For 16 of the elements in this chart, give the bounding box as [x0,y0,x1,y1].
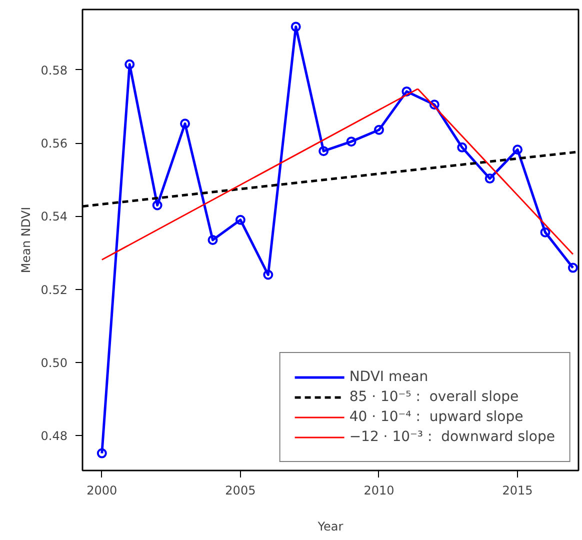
y-axis-title: Mean NDVI [18,206,33,274]
y-tick-label: 0.48 [40,429,68,444]
x-axis-title: Year [316,520,344,534]
legend-label: NDVI mean [349,368,428,386]
legend-label: −12 · 10⁻³ : downward slope [349,428,555,446]
legend-label: 40 · 10⁻⁴ : upward slope [349,408,524,426]
x-tick-label: 2015 [502,484,533,498]
x-tick-label: 2000 [86,484,118,498]
y-tick-label: 0.54 [40,210,68,224]
y-tick-label: 0.52 [40,282,68,297]
y-tick-label: 0.56 [40,136,68,151]
legend-label: 85 · 10⁻⁵ : overall slope [349,388,519,406]
x-tick-label: 2010 [364,484,394,498]
y-tick-label: 0.58 [40,63,68,78]
x-tick-label: 2005 [225,484,256,498]
y-tick-label: 0.50 [40,356,68,370]
